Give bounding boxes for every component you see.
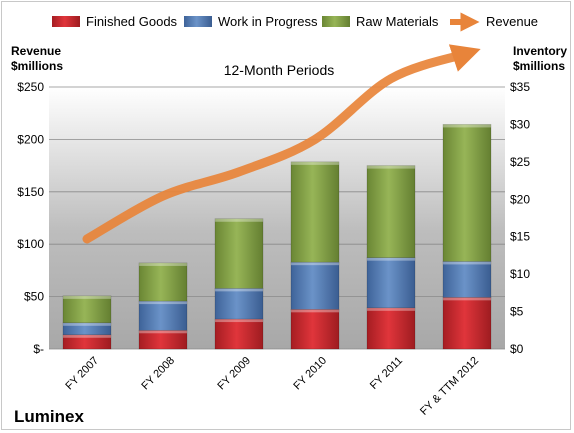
legend-label-revenue: Revenue — [486, 14, 538, 29]
gridlines — [49, 86, 505, 350]
right-axis-ticks: $0 $5 $10 $15 $20 $25 $30 $35 — [510, 80, 530, 356]
legend-swatch-work-in-progress — [184, 16, 212, 27]
bar-highlight — [443, 297, 491, 301]
left-tick-label: $50 — [24, 290, 44, 304]
bar-work-in-progress — [366, 257, 416, 309]
right-tick-label: $5 — [510, 305, 524, 319]
bar-highlight — [291, 309, 339, 313]
bar-raw-materials — [138, 262, 188, 302]
left-tick-label: $250 — [17, 80, 44, 94]
right-axis-title-line2: $millions — [513, 59, 565, 73]
bar-raw-materials — [62, 295, 112, 324]
bar-highlight — [367, 165, 415, 169]
right-tick-label: $15 — [510, 230, 530, 244]
bar-raw-materials — [214, 218, 264, 289]
bar-raw-materials — [442, 124, 492, 262]
right-tick-label: $0 — [510, 342, 524, 356]
legend-label-finished-goods: Finished Goods — [86, 14, 178, 29]
bar-highlight — [367, 307, 415, 311]
right-tick-label: $20 — [510, 192, 530, 206]
bar-highlight — [443, 261, 491, 265]
bar-highlight — [291, 262, 339, 266]
legend-swatch-raw-materials — [322, 16, 350, 27]
bar-highlight — [63, 334, 111, 338]
category-label: FY 2011 — [368, 355, 405, 392]
legend: Finished Goods Work in Progress Raw Mate… — [52, 12, 538, 32]
left-tick-label: $150 — [17, 185, 44, 199]
company-name: Luminex — [14, 407, 84, 426]
bar-work-in-progress — [290, 261, 340, 310]
bar-highlight — [63, 322, 111, 326]
chart-subtitle: 12-Month Periods — [224, 62, 335, 78]
bar-highlight — [139, 301, 187, 305]
category-label: FY 2007 — [63, 355, 101, 393]
bar-finished-goods — [366, 307, 416, 350]
category-label: FY 2010 — [291, 355, 329, 393]
revenue-line — [82, 44, 481, 244]
legend-swatch-finished-goods — [52, 16, 80, 27]
right-axis-title-line1: Inventory — [513, 44, 567, 58]
bar-work-in-progress — [442, 261, 492, 298]
legend-label-work-in-progress: Work in Progress — [218, 14, 318, 29]
bar-work-in-progress — [138, 300, 188, 331]
left-axis-title-line1: Revenue — [11, 44, 61, 58]
category-labels: FY 2007 FY 2008 FY 2009 FY 2010 FY 2011 FY & … — [63, 355, 481, 418]
category-label: FY & TTM 2012 — [418, 355, 481, 418]
left-tick-label: $- — [33, 342, 44, 356]
bar-highlight — [215, 319, 263, 323]
bar-work-in-progress — [214, 288, 264, 320]
left-axis-title-line2: $millions — [11, 59, 63, 73]
bar-highlight — [367, 257, 415, 261]
right-tick-label: $10 — [510, 267, 530, 281]
bar-highlight — [139, 330, 187, 334]
left-tick-label: $100 — [17, 237, 44, 251]
left-axis-ticks: $- $50 $100 $150 $200 $250 — [17, 80, 44, 356]
legend-label-raw-materials: Raw Materials — [356, 14, 439, 29]
bar-highlight — [291, 161, 339, 165]
category-label: FY 2008 — [139, 355, 177, 393]
bar-highlight — [215, 218, 263, 222]
bar-raw-materials — [290, 161, 340, 263]
bar-highlight — [63, 295, 111, 299]
bar-finished-goods — [214, 318, 264, 350]
right-tick-label: $25 — [510, 155, 530, 169]
right-tick-label: $30 — [510, 117, 530, 131]
revenue-series — [82, 44, 481, 244]
bar-highlight — [215, 288, 263, 292]
bar-finished-goods — [290, 309, 340, 350]
left-tick-label: $200 — [17, 132, 44, 146]
right-tick-label: $35 — [510, 80, 530, 94]
bar-highlight — [443, 124, 491, 128]
category-label: FY 2009 — [215, 355, 253, 393]
bar-highlight — [139, 262, 187, 266]
bar-raw-materials — [366, 165, 416, 258]
bars — [62, 124, 492, 350]
bar-finished-goods — [442, 297, 492, 350]
